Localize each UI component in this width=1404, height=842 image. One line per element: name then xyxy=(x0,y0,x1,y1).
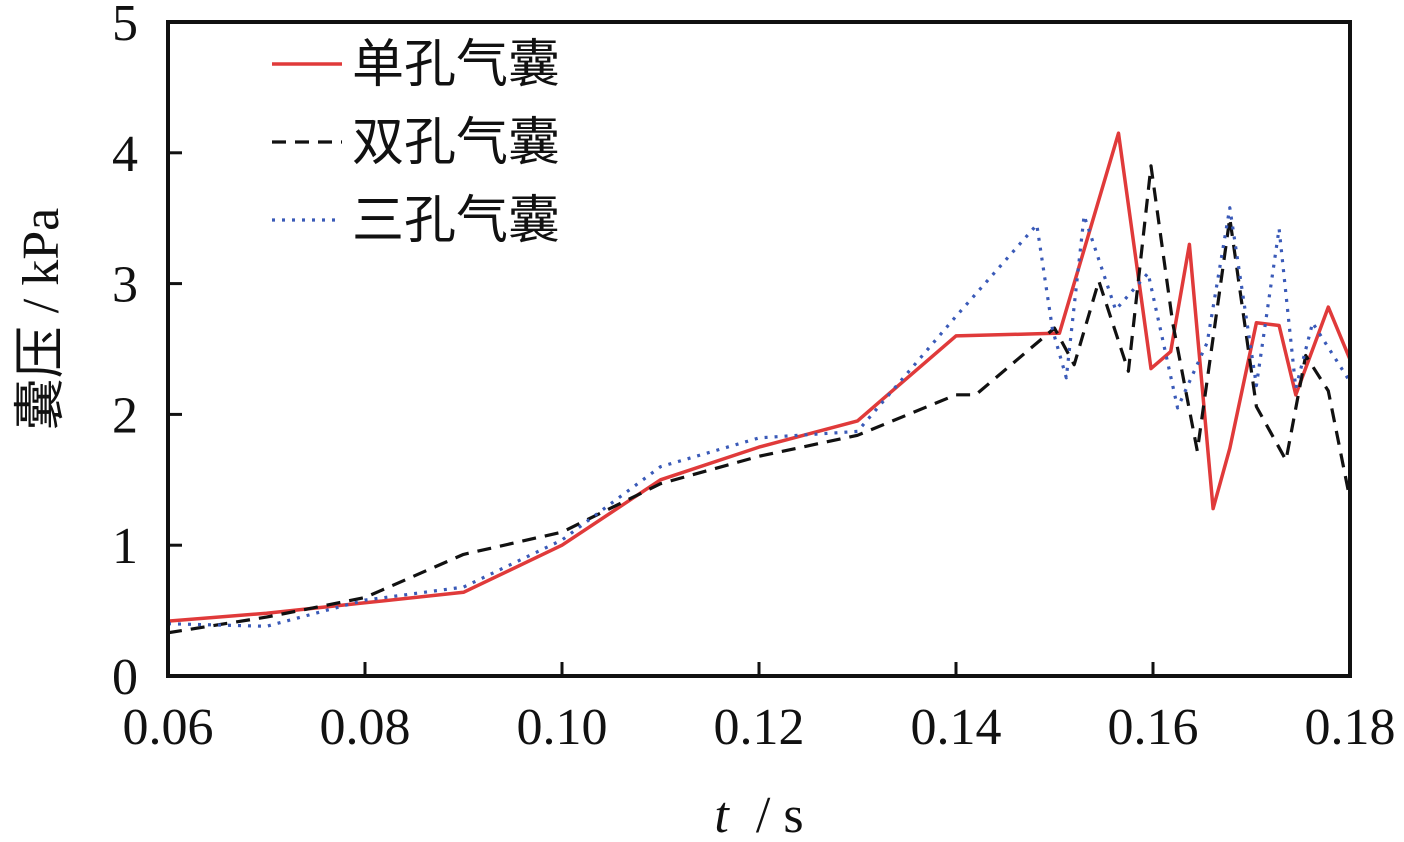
x-axis-variable: t xyxy=(714,787,730,837)
y-tick-label: 3 xyxy=(112,257,138,314)
series-line-3 xyxy=(168,206,1350,628)
x-tick-label: 0.16 xyxy=(1108,699,1199,756)
x-axis-unit: / s xyxy=(756,787,804,837)
y-tick-label: 1 xyxy=(112,518,138,575)
y-tick-label: 2 xyxy=(112,387,138,444)
series-layer xyxy=(168,131,1350,635)
x-tick-label: 0.14 xyxy=(911,699,1002,756)
y-tick-label: 4 xyxy=(112,126,138,183)
legend-label-3: 三孔气囊 xyxy=(352,193,560,250)
x-axis-label: t / s xyxy=(714,787,803,837)
series-line-2 xyxy=(168,164,1350,635)
x-tick-label: 0.10 xyxy=(517,699,608,756)
x-tick-label: 0.12 xyxy=(714,699,805,756)
series-line-1 xyxy=(168,131,1350,623)
y-tick-label: 5 xyxy=(112,0,138,52)
y-tick-label: 0 xyxy=(112,649,138,706)
x-tick-label: 0.06 xyxy=(123,699,214,756)
x-tick-label: 0.08 xyxy=(320,699,411,756)
tick-layer: 0.06 0.08 0.10 0.12 0.14 0.16 0.18 0 1 2 3 4 5 xyxy=(112,0,1396,756)
legend-label-1: 单孔气囊 xyxy=(352,37,560,94)
x-tick-label: 0.18 xyxy=(1305,699,1396,756)
y-axis-label: 囊压 / kPa xyxy=(13,208,70,430)
legend-label-2: 双孔气囊 xyxy=(352,115,560,172)
